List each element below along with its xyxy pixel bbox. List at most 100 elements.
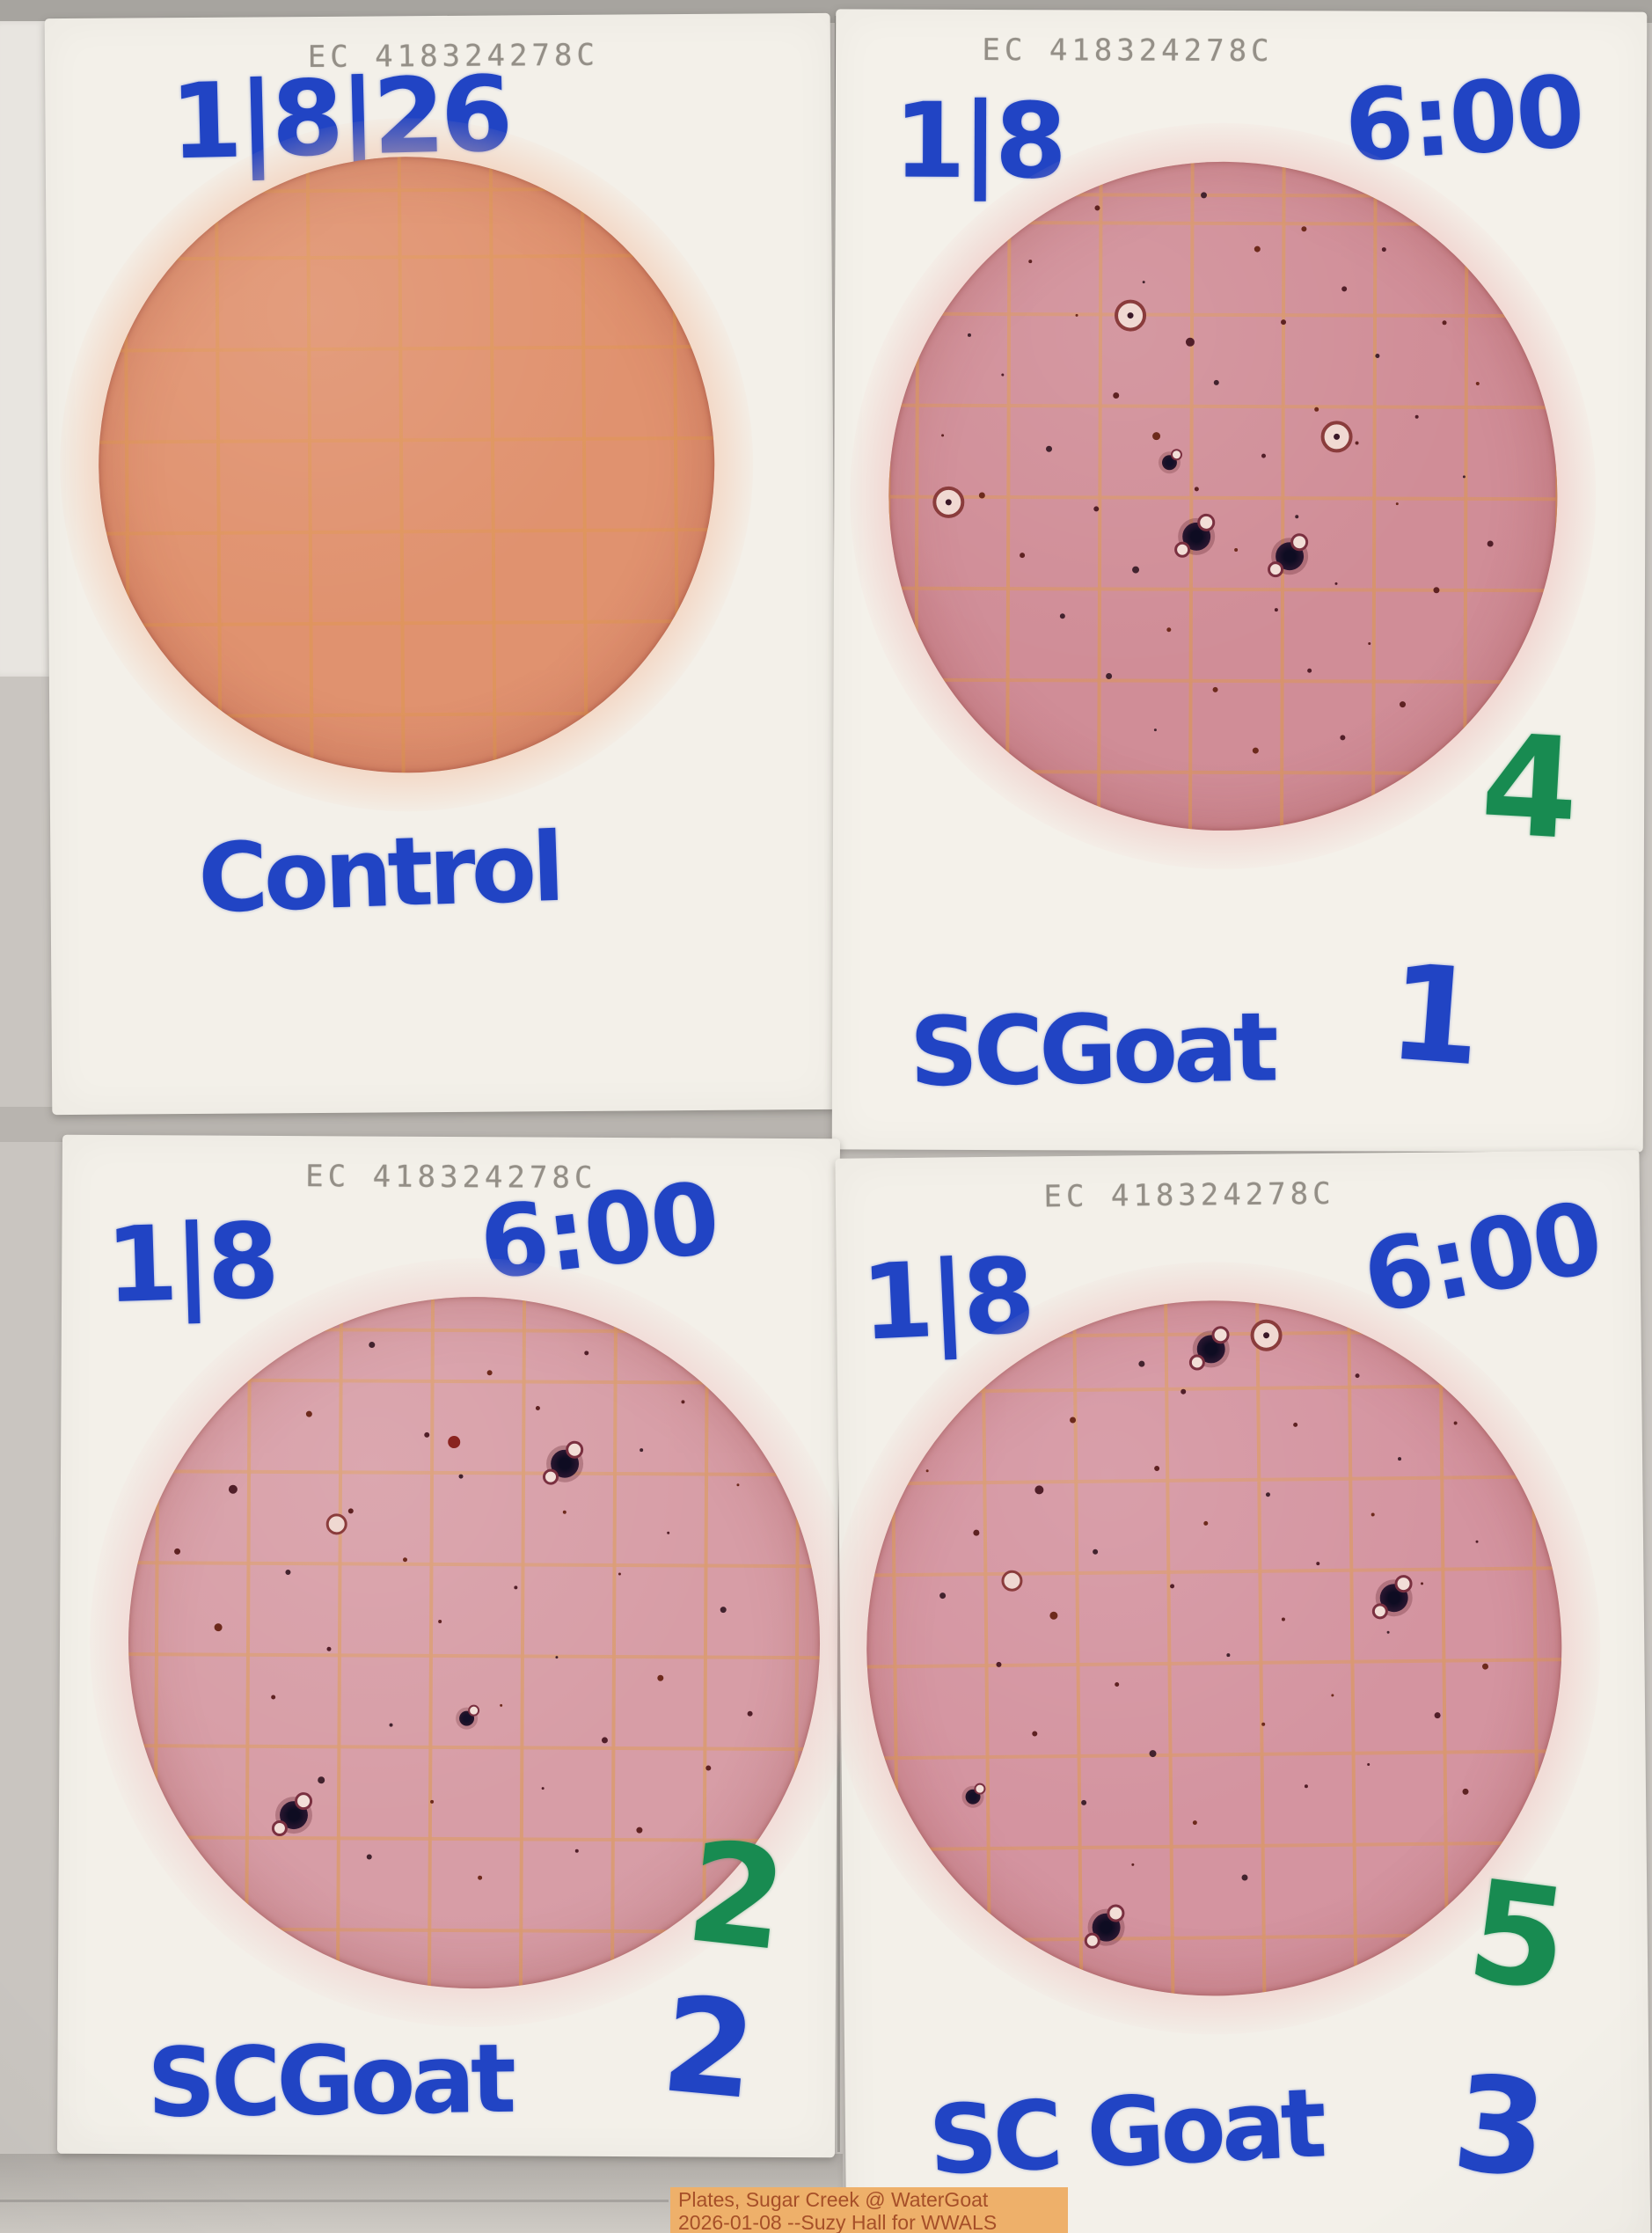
colony-speck — [403, 1556, 408, 1562]
colony-speck — [389, 1723, 393, 1727]
colony-speck — [1398, 1456, 1402, 1461]
colony-speck — [486, 1370, 493, 1376]
colony — [1001, 1570, 1023, 1592]
colony-speck — [562, 1510, 567, 1514]
colony-speck — [1340, 734, 1346, 741]
agar-surface — [863, 1297, 1566, 2000]
colony-speck — [1301, 226, 1307, 232]
colony-speck — [667, 1532, 670, 1535]
colony-speck — [1092, 1549, 1098, 1556]
colony-speck — [197, 1425, 201, 1429]
colony-speck — [1442, 320, 1447, 326]
colony-speck — [1001, 373, 1005, 377]
colony — [448, 1436, 461, 1449]
colony-speck — [1261, 1722, 1266, 1726]
colony-speck — [1371, 1512, 1375, 1517]
colony-speck — [996, 1661, 1002, 1667]
printed-lot-code: EC 418324278C — [982, 32, 1274, 70]
colony — [932, 486, 965, 518]
colony-speck — [1193, 1819, 1198, 1825]
colony-speck — [1201, 192, 1208, 199]
colony-speck — [1475, 381, 1480, 385]
colony-speck — [618, 1572, 621, 1576]
colony-speck — [1181, 1388, 1187, 1395]
colony-speck — [1281, 1617, 1285, 1622]
printed-lot-code: EC 418324278C — [1043, 1175, 1335, 1215]
colony-speck — [939, 1592, 947, 1599]
colony — [1162, 455, 1178, 471]
colony-speck — [1261, 453, 1266, 458]
colony-speck — [555, 1655, 559, 1658]
colony-speck — [252, 1362, 258, 1368]
agar-surface — [888, 160, 1559, 832]
colony-speck — [657, 1675, 664, 1682]
colony — [1181, 522, 1210, 551]
colony-speck — [1046, 445, 1053, 452]
colony-speck — [736, 1483, 740, 1487]
colony-speck — [1355, 441, 1359, 445]
colony-speck — [1075, 313, 1078, 317]
colony-speck — [968, 333, 972, 337]
colony-speck — [602, 1737, 609, 1744]
colony-speck — [681, 1400, 685, 1404]
colony-speck — [535, 1405, 540, 1410]
colony-speck — [1113, 392, 1120, 399]
colony-speck — [1212, 687, 1218, 693]
colony-speck — [1400, 700, 1407, 707]
colony — [279, 1800, 308, 1829]
plate-card-scgoat-1: EC 418324278C 1|8 6:00 4 1 SCGoat — [831, 9, 1648, 1153]
colony-speck — [1185, 337, 1195, 348]
handwritten-sample-label: SCGoat — [909, 992, 1276, 1109]
colony-speck — [1304, 1784, 1308, 1789]
petri-dish — [57, 115, 756, 815]
colony-speck — [1382, 246, 1387, 252]
colony-speck — [214, 1623, 223, 1632]
handwritten-count-green: 4 — [1477, 704, 1583, 872]
colony-speck — [541, 1787, 545, 1790]
colony-speck — [1386, 1630, 1390, 1634]
colony-speck — [1194, 487, 1199, 492]
petri-dish — [823, 1257, 1604, 2039]
colony-speck — [514, 1585, 518, 1590]
colony — [1114, 299, 1146, 332]
colony-speck — [477, 1875, 482, 1880]
colony-speck — [228, 1484, 238, 1494]
colony-speck — [1281, 319, 1287, 326]
colony-speck — [1059, 613, 1065, 619]
colony-speck — [1274, 608, 1278, 612]
colony-speck — [1131, 1863, 1135, 1866]
colony-speck — [1115, 1681, 1120, 1687]
colony-speck — [326, 1646, 332, 1651]
colony — [1092, 1913, 1121, 1942]
caption-overlay: Plates, Sugar Creek @ WaterGoat 2026-01-… — [670, 2187, 1068, 2233]
colony-speck — [174, 1548, 181, 1555]
colony-speck — [1214, 379, 1220, 385]
colony-speck — [1020, 553, 1026, 559]
colony-speck — [1331, 1694, 1334, 1697]
handwritten-sample-label: Control — [196, 812, 562, 935]
caption-line-2: 2026-01-08 --Suzy Hall for WWALS — [678, 2210, 998, 2233]
colony-speck — [1453, 1421, 1458, 1425]
colony-speck — [1395, 502, 1399, 505]
colony-speck — [1153, 728, 1157, 732]
colony-speck — [1049, 1611, 1058, 1620]
plate-card-control: EC 418324278C 1|8|26 Control — [44, 12, 838, 1116]
colony-speck — [1132, 566, 1140, 574]
colony-speck — [366, 1854, 372, 1860]
colony-speck — [1482, 1663, 1489, 1670]
colony-speck — [429, 1799, 434, 1804]
colony — [1196, 1335, 1225, 1364]
colony-speck — [271, 1695, 276, 1700]
colony-speck — [953, 1399, 956, 1402]
colony-speck — [1341, 286, 1347, 292]
colony-speck — [1034, 1485, 1043, 1495]
handwritten-count-green: 2 — [679, 1811, 794, 1983]
colony-speck — [940, 433, 944, 436]
colony-speck — [1241, 1874, 1248, 1881]
plate-card-scgoat-2: EC 418324278C 1|8 6:00 2 2 SCGoat — [56, 1134, 861, 2158]
colony-speck — [1292, 1423, 1297, 1428]
colony-speck — [1487, 540, 1494, 547]
colony-speck — [369, 1342, 376, 1349]
colony-speck — [1462, 475, 1466, 479]
colony-speck — [1142, 280, 1145, 283]
